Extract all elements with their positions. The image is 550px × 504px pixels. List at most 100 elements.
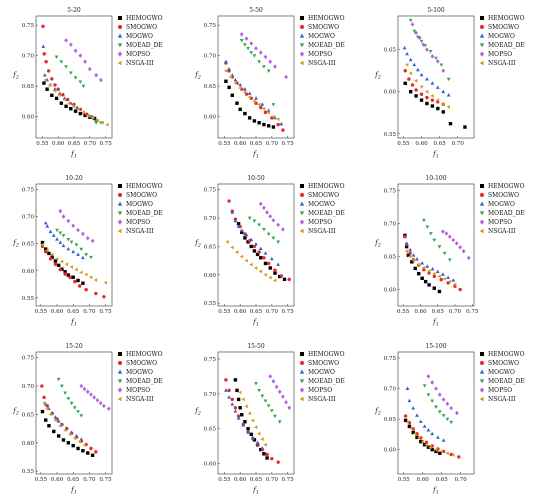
data-point bbox=[284, 74, 288, 80]
data-point bbox=[227, 67, 231, 71]
data-point bbox=[74, 243, 79, 247]
legend-marker bbox=[479, 396, 484, 402]
y-tick-label: 0.70 bbox=[384, 222, 397, 228]
data-point bbox=[254, 382, 258, 386]
y-axis-label: f2 bbox=[194, 407, 201, 417]
plot-frame bbox=[397, 15, 475, 139]
data-point bbox=[66, 441, 71, 445]
chart-title: 5-100 bbox=[427, 7, 444, 14]
chart-panel: 15-20 0.55 0.60 0.65 0.70 0.75 0.55 0.60 0.65 0.7… bbox=[6, 340, 184, 502]
data-point bbox=[419, 98, 424, 102]
data-point bbox=[71, 223, 76, 228]
data-point bbox=[407, 424, 412, 429]
data-point bbox=[439, 277, 443, 282]
data-point bbox=[425, 101, 429, 106]
data-point bbox=[414, 30, 418, 36]
data-point bbox=[102, 403, 106, 409]
legend-marker bbox=[299, 219, 305, 225]
data-point bbox=[437, 274, 441, 279]
data-point bbox=[84, 253, 88, 257]
points-layer bbox=[224, 374, 292, 464]
data-point bbox=[403, 81, 407, 86]
legend-marker bbox=[117, 369, 123, 374]
data-point bbox=[227, 395, 231, 399]
x-tick-label: 0.75 bbox=[282, 477, 295, 483]
data-point bbox=[106, 406, 111, 411]
y-tick-label: 0.60 bbox=[22, 115, 35, 121]
data-point bbox=[435, 98, 440, 103]
data-point bbox=[56, 419, 61, 423]
chart-title: 15-50 bbox=[247, 343, 264, 350]
x-tick-label: 0.70 bbox=[83, 477, 96, 483]
legend-marker bbox=[118, 361, 122, 365]
points-layer bbox=[40, 377, 111, 457]
legend-marker bbox=[118, 193, 122, 197]
data-point bbox=[230, 397, 234, 402]
data-point bbox=[439, 449, 444, 454]
data-point bbox=[437, 245, 442, 249]
legend: HEMOGWO SMOGWO MOGWO MOEAD_DE MOPSO NSGA-III bbox=[299, 15, 345, 67]
data-point bbox=[268, 214, 273, 219]
data-point bbox=[79, 437, 84, 441]
y-tick-label: 0.70 bbox=[384, 387, 397, 393]
data-point bbox=[412, 29, 417, 34]
data-point bbox=[257, 431, 261, 436]
plot-frame bbox=[397, 351, 475, 475]
data-point bbox=[441, 272, 445, 276]
legend-label: HEMOGWO bbox=[126, 15, 163, 22]
data-point bbox=[224, 79, 228, 83]
data-point bbox=[65, 97, 70, 102]
data-point bbox=[99, 77, 103, 83]
chart-title: 5-50 bbox=[249, 7, 263, 14]
data-point bbox=[433, 447, 438, 452]
data-point bbox=[454, 241, 459, 246]
y-tick-label: 0.75 bbox=[204, 23, 217, 29]
data-point bbox=[411, 258, 415, 263]
data-point bbox=[53, 83, 57, 87]
data-point bbox=[95, 398, 100, 403]
legend-marker bbox=[300, 361, 304, 365]
data-point bbox=[268, 266, 272, 270]
y-tick-label: 0.55 bbox=[22, 296, 35, 302]
data-point bbox=[257, 60, 262, 64]
data-point bbox=[244, 233, 249, 237]
data-point bbox=[436, 435, 440, 439]
data-point bbox=[64, 262, 69, 267]
data-point bbox=[408, 251, 412, 255]
data-point bbox=[236, 416, 241, 420]
legend-marker bbox=[118, 16, 122, 20]
data-point bbox=[54, 96, 59, 101]
data-point bbox=[415, 413, 419, 417]
data-point bbox=[81, 110, 85, 115]
data-point bbox=[449, 405, 454, 411]
data-point bbox=[273, 268, 277, 272]
data-point bbox=[230, 210, 235, 214]
legend-label: HEMOGWO bbox=[126, 183, 163, 190]
y-tick-label: 0.75 bbox=[384, 356, 397, 362]
data-point bbox=[82, 443, 86, 447]
scatter-chart: 10-200.55 0.60 0.65 0.70 0.750.550.600.650.7… bbox=[12, 175, 163, 328]
x-tick-label: 0.55 bbox=[36, 141, 49, 147]
data-point bbox=[224, 59, 228, 64]
legend-marker bbox=[299, 211, 305, 216]
data-point bbox=[260, 102, 265, 106]
data-point bbox=[446, 93, 451, 97]
data-point bbox=[271, 236, 276, 240]
data-point bbox=[405, 62, 409, 67]
data-point bbox=[441, 68, 446, 73]
data-point bbox=[436, 106, 440, 111]
data-point bbox=[262, 256, 266, 260]
y-tick-label: 0.60 bbox=[204, 273, 217, 279]
data-point bbox=[66, 247, 71, 251]
legend-marker bbox=[300, 193, 304, 197]
x-axis-label: f1 bbox=[252, 486, 259, 496]
data-point bbox=[463, 125, 467, 129]
legend-marker bbox=[117, 60, 122, 66]
data-point bbox=[263, 272, 267, 277]
data-point bbox=[263, 261, 268, 266]
data-point bbox=[252, 119, 257, 123]
legend-marker bbox=[117, 396, 122, 402]
x-tick-label: 0.60 bbox=[51, 309, 64, 315]
legend-marker bbox=[117, 228, 122, 234]
